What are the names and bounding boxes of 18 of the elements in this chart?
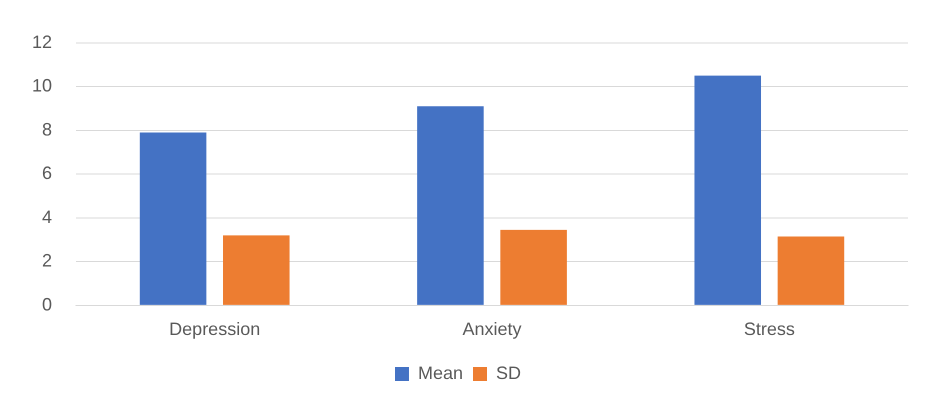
bar	[417, 106, 484, 305]
y-tick-label: 0	[42, 294, 52, 314]
x-tick-label: Depression	[169, 319, 260, 340]
x-tick-label: Anxiety	[462, 319, 522, 340]
legend-label: SD	[496, 362, 522, 383]
y-tick-label: 8	[42, 119, 52, 140]
bar	[500, 230, 567, 305]
y-tick-label: 12	[32, 32, 52, 52]
y-tick-label: 4	[42, 206, 52, 227]
x-tick-label: Stress	[744, 319, 795, 340]
bar	[778, 236, 844, 305]
y-tick-label: 6	[42, 163, 52, 184]
bar	[694, 76, 762, 305]
legend-label: Mean	[418, 362, 464, 383]
y-tick-label: 10	[32, 76, 52, 96]
y-tick-label: 2	[42, 250, 52, 271]
bar	[223, 235, 290, 305]
bar	[140, 132, 206, 305]
